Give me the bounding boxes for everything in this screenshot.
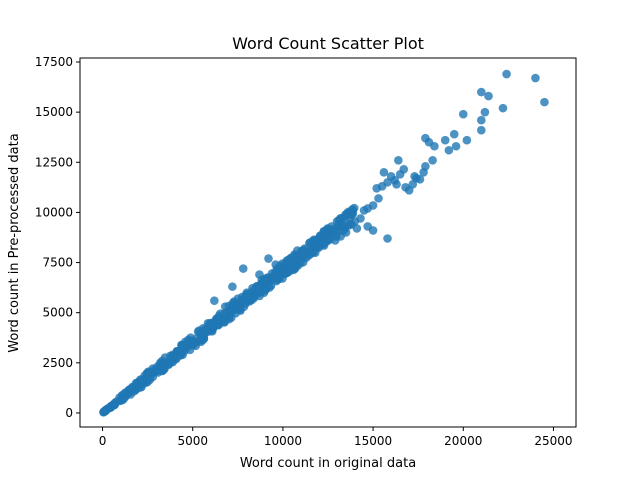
data-point [531,73,540,83]
data-point [284,258,293,267]
y-tick-label: 12500 [35,155,73,169]
data-point [262,283,271,292]
data-point [444,145,454,155]
data-point [278,264,288,273]
y-tick-label: 0 [65,406,73,420]
y-axis: 0 2500 5000 7500 10000 12500 15000 17500 [35,55,80,420]
y-tick-label: 10000 [35,205,73,219]
data-point [540,97,549,107]
data-point [260,276,270,285]
data-point [477,115,486,125]
data-point [193,327,203,337]
y-tick-label: 15000 [35,105,73,119]
data-point [477,87,486,97]
data-point [421,161,430,171]
data-point [117,395,127,405]
data-point [298,253,307,263]
data-point [480,107,490,117]
data-point [352,224,362,233]
data-point [255,270,264,279]
data-point [327,222,336,231]
y-tick-label: 2500 [42,356,73,370]
data-point [410,172,419,181]
data-point [332,217,342,226]
data-point [224,314,234,324]
data-point [440,135,450,145]
data-point [314,234,324,243]
data-point [399,165,409,174]
chart-title: Word Count Scatter Plot [232,34,424,53]
data-point [484,91,493,101]
data-point [462,135,472,145]
y-axis-label: Word count in Pre-processed data [7,133,22,352]
data-point [233,294,243,303]
data-point [264,254,273,263]
data-point [155,358,165,368]
data-point [330,236,340,245]
data-point [321,230,331,239]
data-point [428,155,437,165]
data-point [179,342,189,352]
data-point [383,234,392,243]
data-point [300,244,309,253]
y-tick-label: 7500 [42,256,73,270]
data-point [311,242,320,251]
scatter-points [99,69,549,417]
data-point [430,141,439,151]
x-axis-label: Word count in original data [240,456,416,471]
data-point [356,214,365,223]
data-point [368,226,378,235]
data-point [379,168,389,177]
y-tick-label: 17500 [35,55,73,69]
data-point [374,194,383,203]
data-point [220,302,230,311]
x-tick-label: 10000 [264,434,302,448]
data-point [390,176,400,185]
x-tick-label: 15000 [354,434,392,448]
data-point [206,319,216,328]
data-point [136,375,146,384]
data-point [210,296,219,305]
plot-frame [79,57,577,428]
data-point [394,155,403,165]
data-point [372,184,382,193]
x-axis: 0 5000 10000 15000 20000 25000 [99,427,573,448]
data-point [458,109,468,119]
data-point [238,264,248,273]
data-point [190,338,200,347]
data-point [178,350,187,360]
data-point [99,408,108,417]
x-tick-label: 0 [99,434,107,448]
data-point [498,103,508,113]
data-point [275,274,284,284]
data-point [271,260,280,269]
data-point [293,246,302,255]
data-point [477,125,486,135]
data-point [228,282,237,291]
data-point [502,69,511,79]
data-point [359,206,369,215]
data-point [143,368,152,378]
x-tick-label: 5000 [177,434,208,448]
data-point [235,305,245,314]
data-point [242,288,252,297]
data-point [449,129,459,139]
x-tick-label: 25000 [534,434,572,448]
data-point [159,365,168,375]
y-tick-label: 5000 [42,306,73,320]
data-point [201,328,210,338]
x-tick-label: 20000 [444,434,482,448]
data-point [451,141,461,151]
data-point [346,210,356,220]
data-point [341,228,351,237]
data-point [171,354,181,364]
